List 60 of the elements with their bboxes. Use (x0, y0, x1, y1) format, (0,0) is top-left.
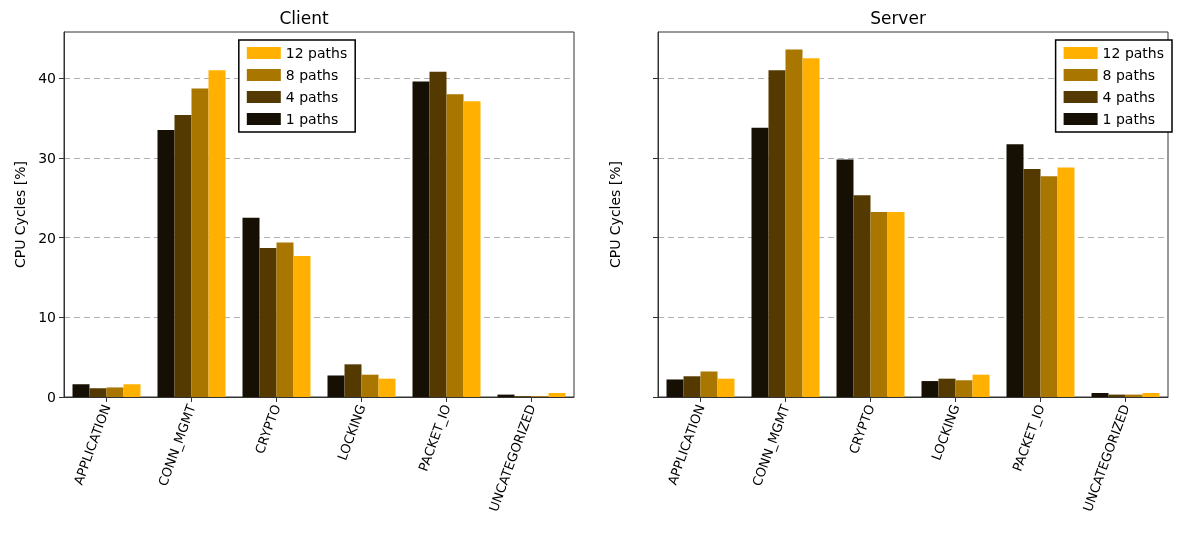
bar (89, 388, 107, 397)
bar (938, 378, 956, 397)
legend-label: 8 paths (1102, 67, 1156, 83)
bar (1006, 144, 1024, 397)
bar (344, 364, 362, 397)
legend-label: 12 paths (1102, 45, 1164, 61)
bar (72, 384, 90, 397)
bar (446, 94, 464, 397)
bar (157, 130, 175, 397)
y-axis-title: CPU Cycles [%] (12, 160, 29, 269)
bar (1091, 393, 1109, 397)
y-axis-title: CPU Cycles [%] (607, 160, 623, 269)
bar (785, 49, 803, 397)
y-tick-label: 40 (38, 70, 56, 87)
bar (853, 195, 871, 397)
bar (106, 387, 124, 397)
bar (870, 212, 888, 397)
chart-title: Server (870, 7, 926, 28)
bar (548, 393, 566, 397)
bar (751, 127, 769, 397)
bar (717, 378, 735, 397)
bar (259, 247, 277, 397)
bar (174, 114, 192, 397)
bar (768, 70, 786, 397)
y-tick-label: 30 (38, 149, 56, 166)
bar (327, 375, 345, 397)
bar (191, 88, 209, 397)
bar (429, 71, 447, 397)
bar (208, 70, 226, 397)
bar (1057, 167, 1075, 397)
bar (1040, 176, 1058, 397)
bar (887, 212, 905, 397)
legend-label: 4 paths (1102, 89, 1156, 105)
legend-label: 1 paths (1102, 111, 1156, 127)
bar (802, 58, 820, 397)
bar (293, 255, 311, 397)
bar (378, 378, 396, 397)
y-tick-label: 0 (47, 389, 56, 405)
bar (412, 81, 430, 397)
bar (700, 371, 718, 397)
bar (921, 381, 939, 397)
bar (276, 242, 294, 397)
bar (361, 374, 379, 397)
y-tick-label: 20 (38, 229, 56, 246)
bar (955, 380, 973, 397)
legend-label: 8 paths (285, 67, 339, 83)
y-tick-label: 10 (38, 309, 56, 326)
bar (242, 217, 260, 397)
bar (972, 374, 990, 397)
legend-label: 12 paths (285, 45, 348, 61)
bar (123, 384, 141, 397)
legend-label: 1 paths (285, 111, 339, 127)
chart-title: Client (279, 7, 329, 28)
bar (463, 101, 481, 397)
bar (836, 159, 854, 397)
bar (683, 376, 701, 397)
legend-label: 4 paths (285, 89, 339, 105)
bar (1142, 393, 1160, 397)
bar (1023, 169, 1041, 397)
bar (666, 379, 684, 397)
